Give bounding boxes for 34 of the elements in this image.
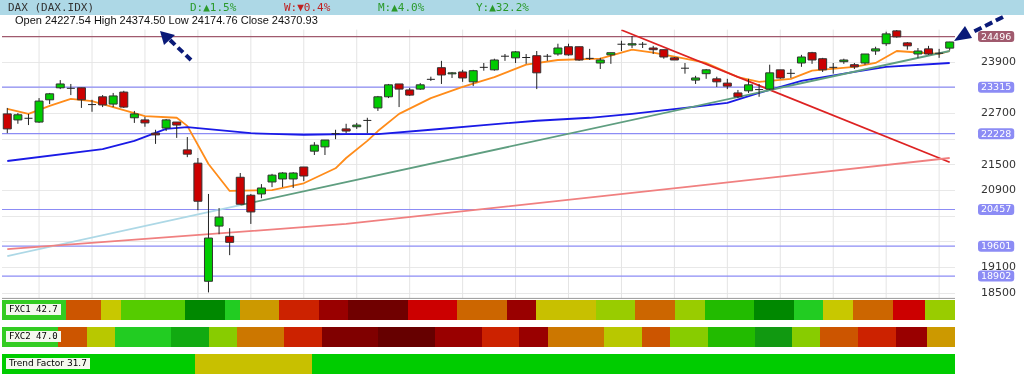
candlestick [522,53,531,65]
ref-line-label: 22228 [981,127,1012,139]
ref-line-label: 19601 [981,240,1012,252]
candlestick [426,76,435,82]
ref-line-label: 24496 [981,30,1012,42]
text: FXC2 47.0 [6,331,61,342]
candlestick [66,83,75,96]
ref-line-label: 18902 [981,270,1012,282]
candlestick [585,48,594,61]
text: FXC1 42.7 [6,304,61,315]
candlestick [88,99,97,113]
candlestick [617,40,626,52]
candlestick [829,62,838,75]
text: Y:▲32.2% [476,0,529,15]
y-tick-label: 23900 [981,54,1016,68]
candlestick [363,117,372,134]
ref-line-label: 20457 [981,203,1012,215]
text: Open 24227.54 High 24374.50 Low 24174.76 Close 24370.93 [15,14,318,27]
text: M:▲4.0% [378,0,425,15]
text: D:▲1.5% [190,0,237,15]
candlestick [755,83,764,98]
y-tick-label: 22700 [981,106,1016,120]
candlestick [786,68,795,79]
ref-line-label: 23315 [981,81,1012,93]
y-tick-label: 20900 [981,183,1016,197]
y-tick-label: 18500 [981,286,1016,300]
y-tick-label: 21500 [981,157,1016,171]
candlestick [24,113,33,126]
candlestick [500,53,509,62]
candlestick [680,62,689,75]
candlestick [935,48,944,59]
chart-title: DAX (DAX.IDX) [8,0,95,15]
text: W:▼0.4% [284,0,331,15]
text: Trend Factor 31.7 [6,358,90,369]
